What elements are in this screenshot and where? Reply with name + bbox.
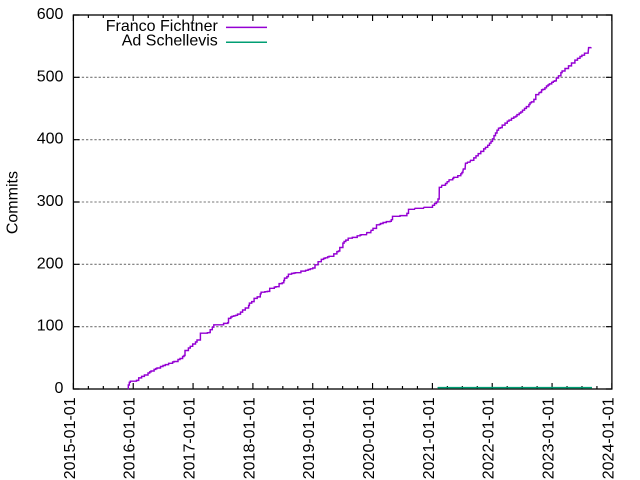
svg-text:400: 400	[37, 131, 64, 148]
svg-text:Commits: Commits	[4, 171, 21, 234]
svg-text:300: 300	[37, 193, 64, 210]
svg-text:0: 0	[54, 380, 63, 397]
svg-text:Ad Schellevis: Ad Schellevis	[122, 33, 218, 50]
svg-text:2024-01-01: 2024-01-01	[600, 397, 617, 479]
svg-text:500: 500	[37, 68, 64, 85]
svg-text:Franco Fichtner: Franco Fichtner	[106, 18, 219, 35]
svg-text:2017-01-01: 2017-01-01	[182, 397, 199, 479]
svg-text:2015-01-01: 2015-01-01	[62, 397, 79, 479]
svg-text:2021-01-01: 2021-01-01	[421, 397, 438, 479]
svg-text:2020-01-01: 2020-01-01	[361, 397, 378, 479]
svg-text:2016-01-01: 2016-01-01	[122, 397, 139, 479]
svg-text:200: 200	[37, 255, 64, 272]
svg-text:2019-01-01: 2019-01-01	[301, 397, 318, 479]
svg-text:2018-01-01: 2018-01-01	[241, 397, 258, 479]
svg-text:2022-01-01: 2022-01-01	[481, 397, 498, 479]
svg-text:600: 600	[37, 6, 64, 23]
svg-text:100: 100	[37, 318, 64, 335]
svg-text:2023-01-01: 2023-01-01	[541, 397, 558, 479]
